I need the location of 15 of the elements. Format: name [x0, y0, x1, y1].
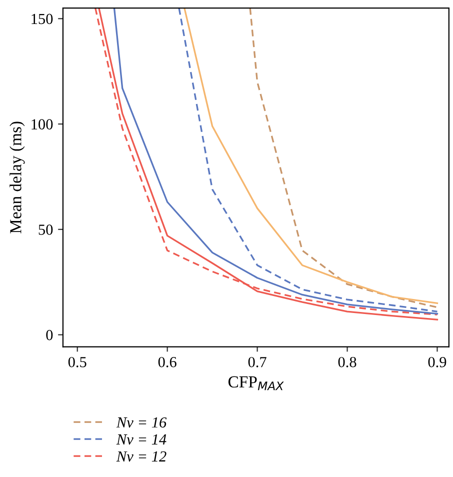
y-tick-label: 0	[46, 330, 53, 340]
y-axis-title: Mean delay (ms)	[10, 122, 25, 234]
x-axis-title: CFP$_{MAX}$	[228, 376, 284, 390]
legend-label: Nν = 16	[116, 417, 167, 428]
x-tick-label: 0.5	[68, 356, 86, 368]
y-tick-label: 150	[32, 14, 53, 24]
x-tick-label: 0.6	[158, 356, 176, 368]
legend-label: Nν = 14	[116, 434, 166, 445]
x-tick-label: 0.8	[338, 356, 356, 368]
y-tick-label: 50	[38, 224, 53, 235]
y-tick-label: 100	[32, 119, 53, 130]
x-tick-label: 0.7	[248, 356, 266, 368]
legend-label: Nν = 12	[116, 451, 166, 462]
x-tick-label: 0.9	[428, 356, 446, 368]
line-series	[249, 8, 438, 308]
